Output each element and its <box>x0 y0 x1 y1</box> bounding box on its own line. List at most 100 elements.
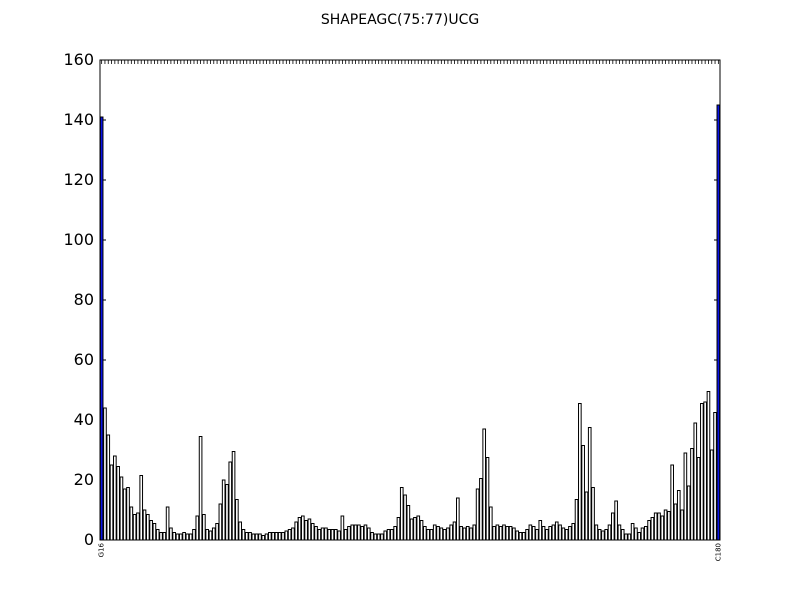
bar <box>396 517 401 541</box>
bar <box>126 487 130 541</box>
bar <box>264 533 269 541</box>
bar <box>175 533 180 541</box>
bar <box>363 524 368 541</box>
bar <box>700 403 704 541</box>
bar <box>426 529 430 541</box>
bar <box>495 524 500 541</box>
bar <box>195 515 200 541</box>
y-tick-label: 20 <box>74 470 94 489</box>
bar <box>165 506 170 541</box>
bar <box>515 530 519 541</box>
bar <box>297 517 302 541</box>
y-tick-label: 140 <box>63 110 94 129</box>
bar <box>452 521 457 541</box>
bar <box>670 464 674 541</box>
bar <box>518 532 523 541</box>
bar <box>403 494 407 541</box>
bar <box>268 532 272 541</box>
bar <box>521 532 526 541</box>
bar <box>561 527 566 541</box>
x-tick-label: C180 <box>714 543 722 561</box>
bar <box>690 448 694 541</box>
bar <box>281 532 285 541</box>
bar <box>535 529 539 541</box>
bar <box>271 532 275 541</box>
bar <box>373 533 378 541</box>
bar <box>350 524 355 541</box>
y-tick-label: 40 <box>74 410 94 429</box>
bar <box>508 526 513 541</box>
bar <box>505 526 510 541</box>
tick-layer <box>100 59 720 541</box>
bar <box>274 532 279 541</box>
bar <box>429 529 434 541</box>
bar <box>380 533 384 541</box>
bar <box>611 512 615 541</box>
bar <box>301 515 305 541</box>
x-tick-label: G16 <box>98 542 106 557</box>
bar <box>680 509 684 541</box>
bar <box>485 457 490 541</box>
bar <box>660 515 665 541</box>
bar <box>149 520 153 541</box>
bar <box>343 529 348 541</box>
bar <box>541 526 546 541</box>
bar <box>436 526 440 541</box>
bar <box>446 527 450 541</box>
bar <box>347 526 351 541</box>
bar <box>155 529 160 541</box>
bar <box>640 527 645 541</box>
bar <box>357 524 361 541</box>
bar <box>208 530 213 541</box>
bar <box>475 488 480 541</box>
bar <box>568 526 572 541</box>
bar <box>498 526 503 541</box>
chart-title: SHAPEAGC(75:77)UCG <box>321 12 479 28</box>
bar <box>492 526 496 541</box>
bar <box>413 517 417 541</box>
bar <box>218 503 223 541</box>
bar <box>393 526 397 541</box>
bar <box>152 523 157 541</box>
bar <box>132 514 137 541</box>
bar <box>538 520 543 541</box>
bar <box>442 529 447 541</box>
bar <box>383 530 388 541</box>
bar <box>337 530 341 541</box>
bar <box>709 449 714 541</box>
bar <box>637 532 642 541</box>
bar <box>353 524 358 541</box>
plot-frame <box>99 59 721 541</box>
bar <box>284 530 289 541</box>
y-tick-label: 60 <box>74 350 94 369</box>
bar <box>716 104 721 541</box>
bar <box>614 500 618 541</box>
bar <box>198 436 203 541</box>
bar <box>409 518 414 541</box>
bar <box>634 527 638 541</box>
bar <box>254 533 259 541</box>
bar <box>360 526 364 541</box>
bar <box>106 434 111 541</box>
bar <box>419 520 424 541</box>
bar <box>591 487 595 541</box>
bar <box>215 523 219 541</box>
bar <box>456 497 460 541</box>
y-tick-label: 120 <box>63 170 94 189</box>
bar <box>432 524 437 541</box>
bar <box>291 527 295 541</box>
bar <box>205 529 210 541</box>
bar <box>142 509 147 541</box>
bar <box>228 461 233 541</box>
bar <box>663 509 668 541</box>
bar <box>294 521 299 541</box>
bar <box>673 503 678 541</box>
bar <box>103 407 107 541</box>
bar <box>683 452 688 541</box>
bar <box>643 526 648 541</box>
bar <box>601 530 605 541</box>
bar <box>320 527 325 541</box>
bar <box>578 403 582 541</box>
bar <box>258 533 262 541</box>
